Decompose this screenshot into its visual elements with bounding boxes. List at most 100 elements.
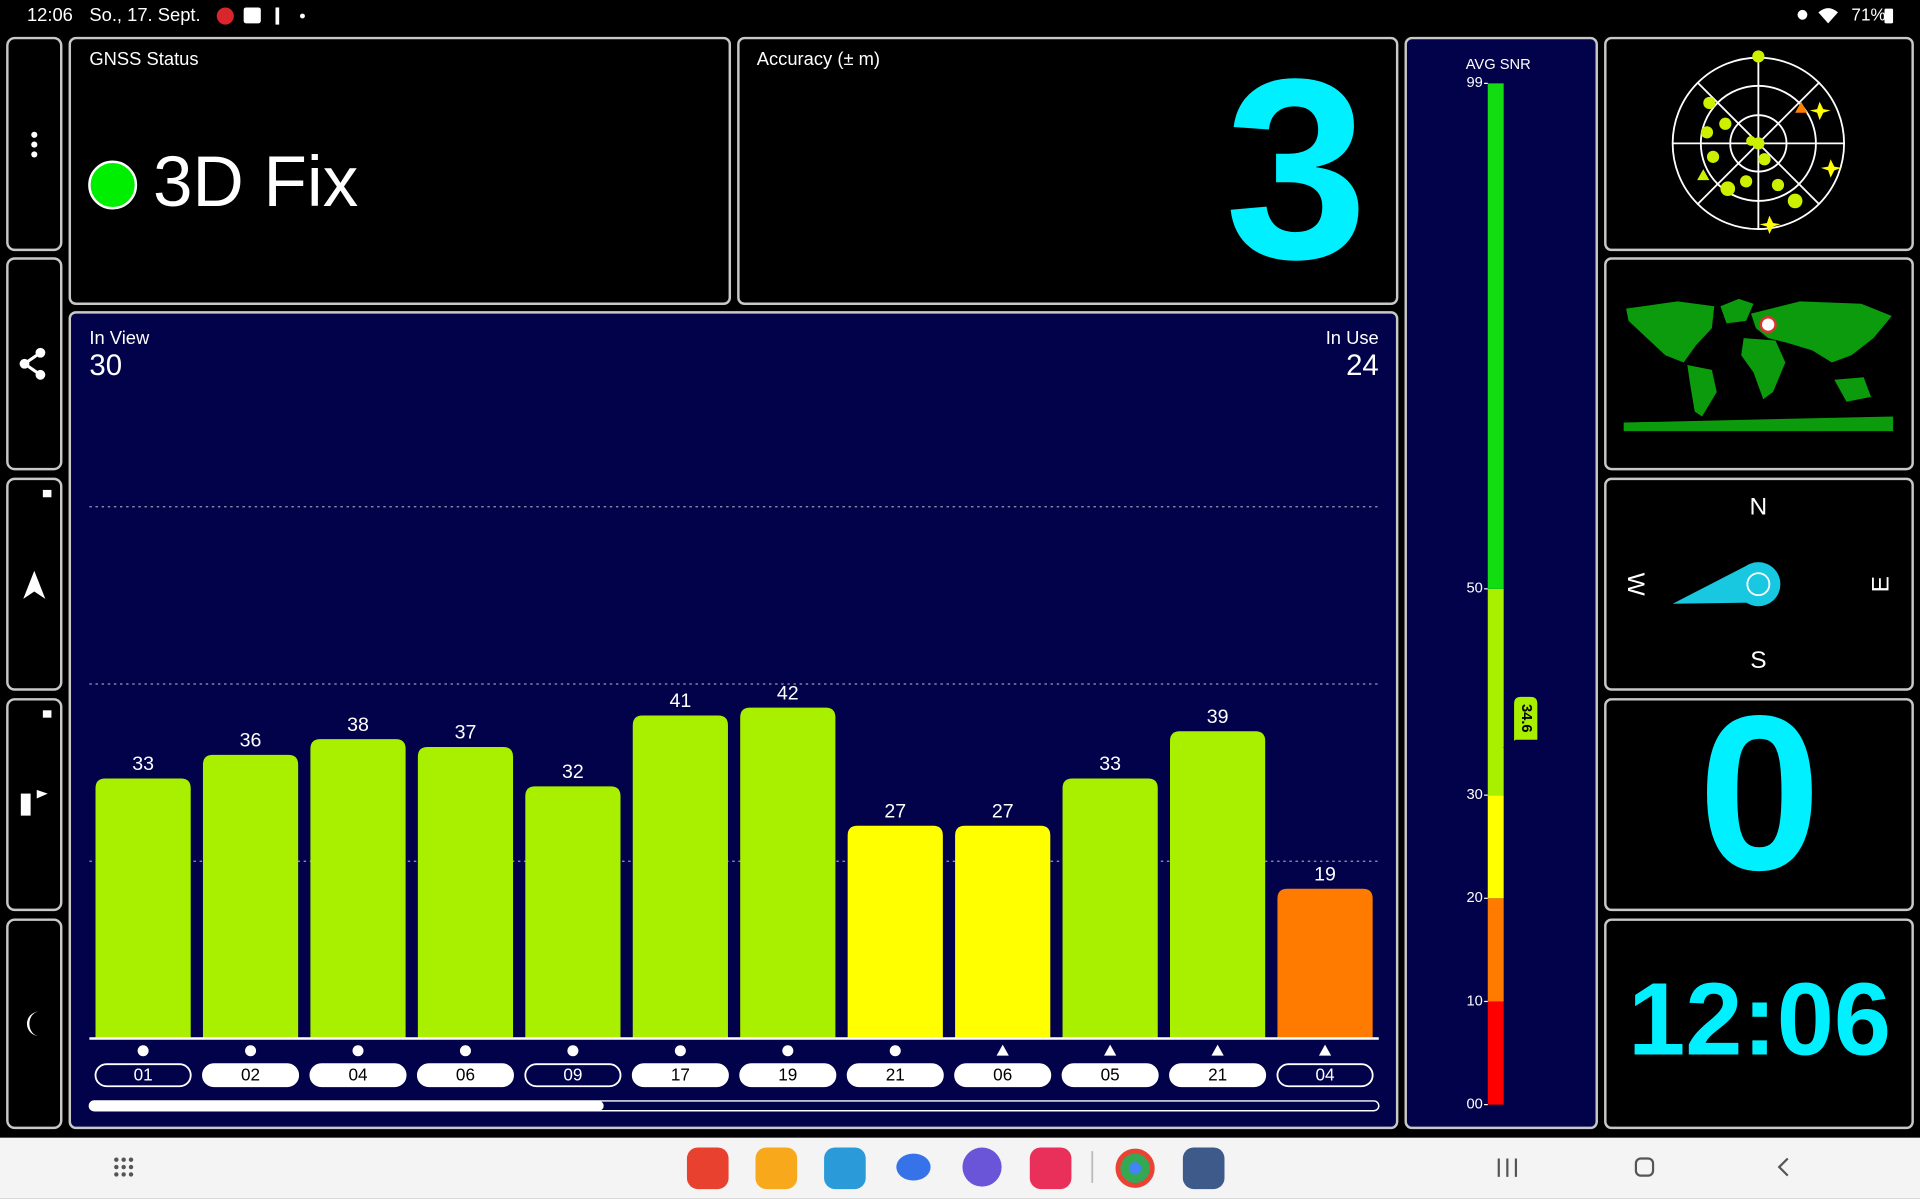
satellite-pill-in-use [846, 1063, 944, 1088]
compass-hub [1736, 562, 1781, 607]
menu-icon [31, 131, 38, 138]
moon-icon [26, 1011, 40, 1037]
bar [310, 739, 406, 1039]
app-icon[interactable] [755, 1147, 798, 1190]
fix-status: 3D Fix [153, 143, 358, 222]
accuracy-panel[interactable] [737, 36, 1399, 306]
satellite-id: 06 [456, 1064, 475, 1084]
more-dot [300, 13, 305, 19]
speed-panel[interactable] [1604, 698, 1914, 912]
bar-value-label: 32 [562, 761, 584, 783]
person-icon [20, 793, 31, 816]
gauge-tick-label: 10 [1467, 993, 1483, 1009]
bar-value-label: 27 [992, 800, 1014, 822]
speed-value: 0 [1698, 669, 1821, 916]
bar-value-label: 42 [777, 682, 799, 704]
satellite-id: 04 [348, 1064, 368, 1084]
gauge-segment [1487, 83, 1504, 589]
constellation-marker [137, 1045, 149, 1057]
apps-grid-icon[interactable] [114, 1157, 134, 1177]
in-view-label: In View [89, 327, 150, 348]
back-button[interactable] [1777, 1157, 1789, 1177]
gauge-segment [1487, 588, 1504, 796]
gauge-tick-label: 30 [1467, 787, 1483, 803]
gallery-icon [243, 7, 261, 24]
bar-value-label: 33 [1099, 753, 1121, 775]
app-icon[interactable] [1182, 1147, 1225, 1190]
satellite-chart: 33 01 36 02 38 04 37 06 32 09 41 17 42 19 27 21 27 06 33 05… [89, 506, 1379, 1088]
satellite-pill [94, 1063, 192, 1088]
clock-time: 12:06 [1628, 962, 1891, 1077]
bar-value-label: 36 [240, 730, 262, 752]
compass-west: W [1622, 573, 1649, 597]
constellation-marker [245, 1045, 257, 1057]
constellation-marker [1104, 1044, 1117, 1056]
gauge-segment [1487, 898, 1504, 1002]
app-icon[interactable] [962, 1147, 1002, 1187]
flag-icon [36, 789, 48, 799]
bar-value-label: 19 [1314, 864, 1336, 886]
bar [417, 747, 514, 1039]
bar-value-label: 37 [455, 722, 477, 744]
recents-button[interactable] [1497, 1158, 1518, 1177]
gauge-tick-label: 00 [1467, 1096, 1483, 1112]
sky-satellites [1697, 50, 1842, 234]
gauge-tick-label: 20 [1467, 890, 1483, 906]
app-icon[interactable] [896, 1153, 931, 1181]
in-use-count: 24 [1346, 349, 1379, 382]
satellite-pill-in-use [309, 1063, 407, 1088]
panel-title: Accuracy (± m) [757, 48, 880, 69]
app-icon[interactable] [1029, 1147, 1072, 1190]
satellite-pill-in-use [1061, 1063, 1159, 1088]
app-icon[interactable] [824, 1147, 866, 1190]
share-button[interactable] [6, 257, 63, 471]
system-buttons [1497, 1157, 1789, 1177]
satellite-id: 06 [993, 1064, 1012, 1084]
clock-panel[interactable] [1604, 918, 1914, 1130]
share-icon [35, 369, 46, 380]
constellation-marker [459, 1045, 471, 1057]
scrollbar-thumb[interactable] [89, 1100, 604, 1111]
satellite-id: 21 [886, 1064, 905, 1084]
satellite-id: 19 [778, 1064, 797, 1084]
gnss-status-panel[interactable] [68, 36, 732, 306]
bar [1277, 888, 1373, 1039]
world-map [1623, 298, 1894, 432]
battery-level: 71% [1851, 5, 1885, 25]
gauge-pointer [1503, 695, 1539, 749]
snr-gauge: 00 10 20 30 50 99 34.6 [1467, 75, 1539, 1112]
compass-north: N [1750, 494, 1768, 521]
constellation-marker [567, 1045, 579, 1057]
location-icon [1797, 9, 1808, 20]
bar [847, 825, 943, 1039]
wifi-icon [1818, 8, 1838, 24]
home-button[interactable] [1634, 1157, 1655, 1177]
bar-value-label: 33 [132, 753, 154, 775]
bar-value-label: 41 [669, 690, 691, 712]
location-marker [1759, 316, 1777, 334]
night-mode-button[interactable] [6, 918, 63, 1130]
menu-icon [31, 141, 38, 148]
satellite-pill-in-use [202, 1063, 300, 1088]
bar [525, 786, 621, 1039]
gauge-value: 34.6 [1518, 704, 1534, 733]
bar [202, 754, 299, 1039]
satellite-id: 21 [1208, 1064, 1227, 1084]
compass-south: S [1750, 647, 1766, 674]
constellation-marker [352, 1045, 364, 1057]
share-icon [19, 358, 30, 369]
panel-title: GNSS Status [89, 48, 198, 69]
satellite-pill-in-use [416, 1063, 514, 1088]
app-icon[interactable] [686, 1147, 729, 1190]
bar-value-label: 39 [1207, 706, 1229, 728]
notification-icon [216, 7, 234, 25]
menu-icon [31, 151, 38, 158]
satellite-id: 09 [563, 1064, 582, 1084]
bar [1062, 778, 1158, 1039]
in-view-count: 30 [89, 349, 122, 382]
lock-icon [42, 489, 52, 498]
waypoint-button[interactable] [6, 698, 63, 912]
satellite-pill-in-use [739, 1063, 837, 1088]
